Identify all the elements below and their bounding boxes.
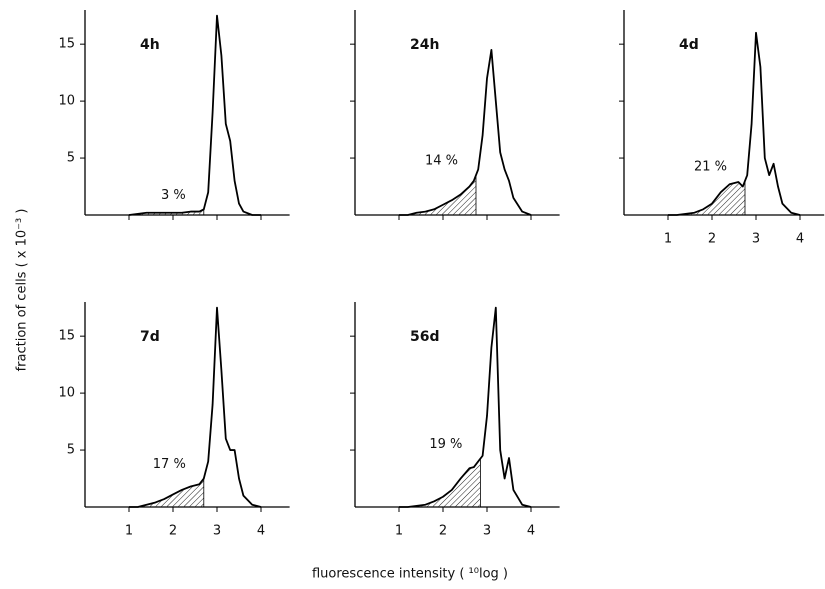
x-tick-label: 3 bbox=[483, 524, 491, 539]
x-tick-label: 4 bbox=[527, 524, 535, 539]
panel-title: 4h bbox=[140, 37, 160, 53]
y-tick-label: 10 bbox=[58, 94, 75, 109]
histogram-line bbox=[128, 14, 261, 216]
y-axis-label: fraction of cells ( x 10⁻³ ) bbox=[15, 209, 30, 372]
shaded-area bbox=[129, 478, 204, 507]
x-tick-label: 1 bbox=[395, 524, 403, 539]
x-tick-label: 2 bbox=[439, 524, 447, 539]
x-tick-label: 4 bbox=[796, 232, 804, 247]
y-tick-label: 10 bbox=[58, 386, 75, 401]
panel-title: 56d bbox=[410, 329, 440, 345]
histogram-line bbox=[668, 31, 801, 216]
percent-label: 21 % bbox=[694, 159, 727, 174]
percent-label: 19 % bbox=[429, 437, 462, 452]
y-tick-label: 5 bbox=[67, 151, 75, 166]
histogram-line bbox=[399, 48, 532, 216]
histogram-line bbox=[399, 306, 532, 508]
shaded-area bbox=[399, 458, 481, 507]
panel-title: 24h bbox=[410, 37, 439, 53]
percent-label: 17 % bbox=[153, 457, 186, 472]
y-tick-label: 15 bbox=[58, 329, 75, 344]
x-axis-label: fluorescence intensity ( ¹⁰log ) bbox=[312, 567, 508, 582]
x-tick-label: 1 bbox=[125, 524, 133, 539]
x-tick-label: 3 bbox=[213, 524, 221, 539]
y-tick-label: 5 bbox=[67, 443, 75, 458]
histogram-line bbox=[129, 306, 262, 508]
x-tick-label: 2 bbox=[708, 232, 716, 247]
x-tick-label: 1 bbox=[664, 232, 672, 247]
x-tick-label: 4 bbox=[257, 524, 265, 539]
panel-title: 7d bbox=[140, 329, 160, 345]
percent-label: 14 % bbox=[425, 154, 458, 169]
shaded-area bbox=[399, 175, 476, 215]
x-tick-label: 2 bbox=[169, 524, 177, 539]
panel-title: 4d bbox=[679, 37, 699, 53]
shaded-area bbox=[668, 180, 745, 215]
x-tick-label: 3 bbox=[752, 232, 760, 247]
percent-label: 3 % bbox=[161, 188, 186, 203]
y-tick-label: 15 bbox=[58, 37, 75, 52]
